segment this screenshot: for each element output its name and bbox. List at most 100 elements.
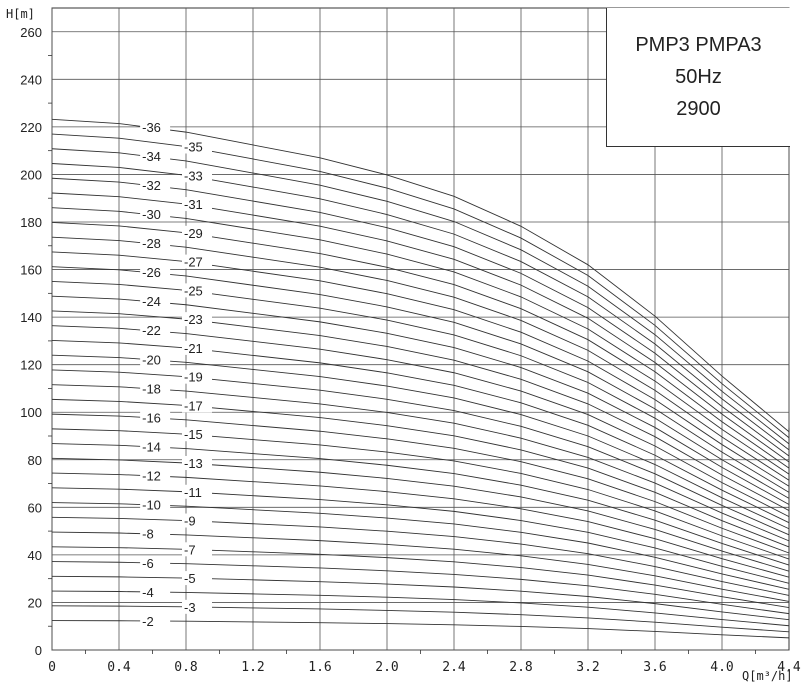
curve-label-bg bbox=[182, 571, 212, 586]
title-speed: 2900 bbox=[676, 98, 721, 120]
curve-line bbox=[51, 118, 790, 433]
curve-label-bg bbox=[182, 599, 212, 614]
curve-label: -17 bbox=[184, 398, 203, 413]
curve-line bbox=[51, 620, 790, 639]
curve-line bbox=[51, 339, 790, 524]
curve-line bbox=[51, 413, 790, 554]
curve-label-bg bbox=[140, 236, 171, 251]
curve-label: -34 bbox=[142, 149, 161, 164]
y-axis-title: H[m] bbox=[6, 7, 35, 21]
curve-label-bg bbox=[182, 427, 212, 442]
title-frequency: 50Hz bbox=[675, 66, 722, 88]
x-tick-label: 4.4 bbox=[777, 660, 801, 675]
curve-label-bg bbox=[140, 381, 171, 396]
y-tick-label: 60 bbox=[28, 500, 42, 515]
x-tick-label: 2.8 bbox=[509, 660, 532, 675]
curve-line bbox=[51, 384, 790, 542]
curve-label: -26 bbox=[142, 265, 161, 280]
x-tick-label: 2.0 bbox=[375, 660, 398, 675]
curve-line bbox=[51, 457, 790, 572]
curve-label: -27 bbox=[184, 255, 203, 270]
curve-label: -18 bbox=[142, 381, 161, 396]
x-axis-title: Q[m³/h] bbox=[742, 669, 793, 683]
curve-label-bg bbox=[140, 148, 171, 163]
x-tick-label: 0 bbox=[48, 660, 56, 675]
curve-label: -4 bbox=[142, 585, 154, 600]
curve-label-bg bbox=[182, 139, 212, 154]
curve-label-bg bbox=[182, 340, 212, 355]
curve-label-bg bbox=[140, 119, 171, 134]
curve-line bbox=[51, 133, 790, 439]
curve-line bbox=[51, 280, 790, 499]
curve-line bbox=[51, 428, 790, 560]
curve-label: -22 bbox=[142, 323, 161, 338]
curve-label-bg bbox=[140, 352, 171, 367]
curve-line bbox=[51, 222, 790, 475]
curve-label-bg bbox=[182, 283, 212, 298]
y-tick-label: 140 bbox=[20, 310, 42, 325]
curve-label: -3 bbox=[184, 600, 196, 615]
curve-line bbox=[51, 531, 790, 602]
curve-label-bg bbox=[182, 312, 212, 327]
curve-label: -31 bbox=[184, 197, 203, 212]
curve-label-bg bbox=[140, 468, 171, 483]
curve-label-bg bbox=[140, 410, 171, 425]
curve-label: -32 bbox=[142, 178, 161, 193]
curve-label: -36 bbox=[142, 120, 161, 135]
curve-label-bg bbox=[182, 225, 212, 240]
curve-line bbox=[51, 487, 790, 584]
curve-line bbox=[51, 398, 790, 548]
y-tick-label: 160 bbox=[20, 263, 42, 278]
curve-label: -30 bbox=[142, 207, 161, 222]
curve-label: -7 bbox=[184, 542, 196, 557]
curve-label-bg bbox=[140, 206, 171, 221]
curve-line bbox=[51, 295, 790, 505]
y-tick-label: 80 bbox=[28, 453, 42, 468]
curve-label-bg bbox=[182, 398, 212, 413]
curve-line bbox=[51, 325, 790, 518]
curve-line bbox=[51, 310, 790, 511]
y-tick-label: 100 bbox=[20, 405, 42, 420]
y-tick-label: 20 bbox=[28, 595, 42, 610]
curve-label: -21 bbox=[184, 341, 203, 356]
curve-label: -15 bbox=[184, 427, 203, 442]
curve-line bbox=[51, 251, 790, 487]
x-tick-label: 1.2 bbox=[241, 660, 264, 675]
curve-label-bg bbox=[182, 197, 212, 212]
curve-label: -25 bbox=[184, 283, 203, 298]
x-tick-label: 0.8 bbox=[174, 660, 197, 675]
curve-label-bg bbox=[140, 439, 171, 454]
y-tick-label: 240 bbox=[20, 72, 42, 87]
curve-label-bg bbox=[182, 484, 212, 499]
y-tick-label: 200 bbox=[20, 167, 42, 182]
title-model: PMP3 PMPA3 bbox=[635, 34, 762, 56]
y-tick-label: 260 bbox=[20, 25, 42, 40]
curve-line bbox=[51, 605, 790, 633]
curve-label: -33 bbox=[184, 168, 203, 183]
curve-label-bg bbox=[182, 542, 212, 557]
x-tick-label: 4.0 bbox=[710, 660, 733, 675]
curve-labels: -2 -3 -4 -5 -6 -7 -8 -9 -10 -11 -12 -13 -14 -15 -16 -17… bbox=[140, 119, 212, 629]
curve-label: -35 bbox=[184, 140, 203, 155]
curve-label: -20 bbox=[142, 352, 161, 367]
x-tick-label: 3.6 bbox=[643, 660, 666, 675]
curve-label: -16 bbox=[142, 410, 161, 425]
curve-label-bg bbox=[140, 613, 171, 628]
curve-label-bg bbox=[140, 526, 171, 541]
curve-line bbox=[51, 192, 790, 463]
curve-line bbox=[51, 516, 790, 596]
curve-label-bg bbox=[140, 177, 171, 192]
y-tick-label: 120 bbox=[20, 358, 42, 373]
curve-line bbox=[51, 546, 790, 609]
y-tick-label: 40 bbox=[28, 548, 42, 563]
title-box: PMP3 PMPA3 50Hz 2900 bbox=[606, 8, 790, 147]
curve-line bbox=[51, 148, 790, 445]
curve-label-bg bbox=[140, 265, 171, 280]
curve-label-bg bbox=[182, 455, 212, 470]
axes: 0 20 40 60 80 100 120 140 160 180 200 220 240 260 0 0.4… bbox=[20, 25, 801, 675]
curve-label: -29 bbox=[184, 226, 203, 241]
curve-label-bg bbox=[140, 497, 171, 512]
curve-line bbox=[51, 575, 790, 621]
curve-label: -23 bbox=[184, 312, 203, 327]
curve-label: -19 bbox=[184, 370, 203, 385]
